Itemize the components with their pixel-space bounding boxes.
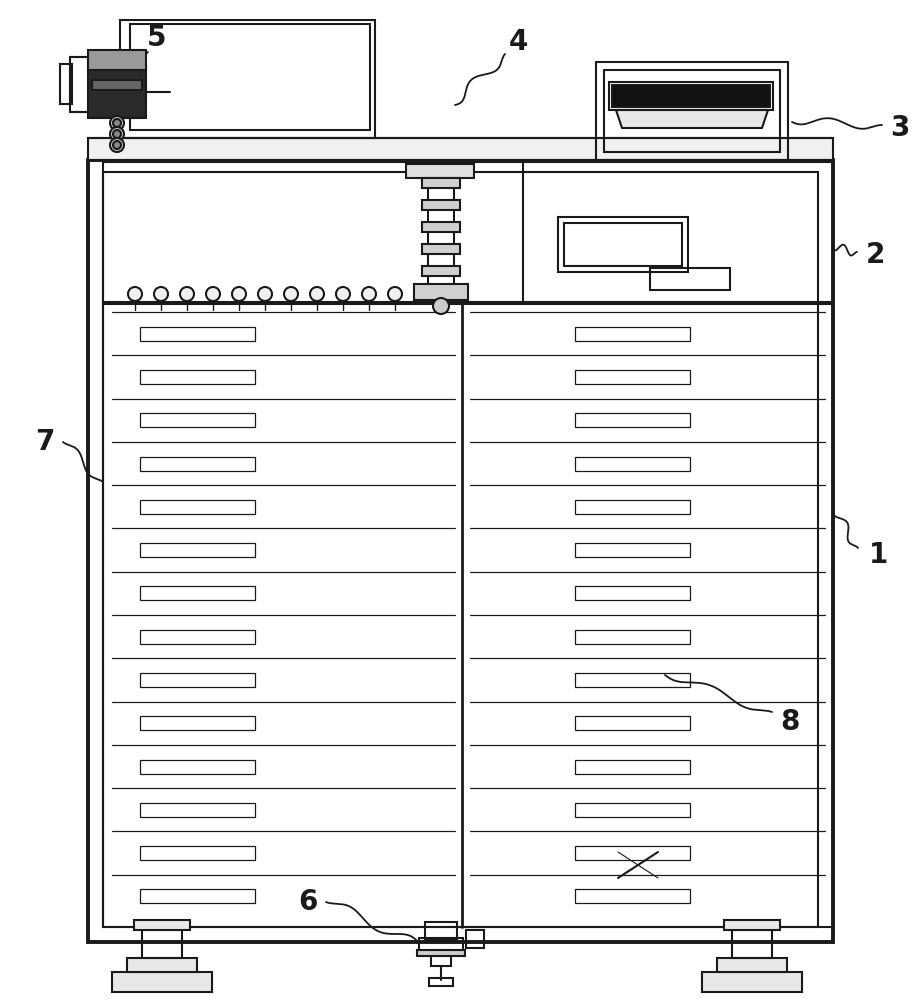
Circle shape — [232, 287, 246, 301]
Circle shape — [110, 127, 124, 141]
Bar — [575, 370, 690, 384]
Bar — [406, 164, 474, 178]
Bar — [422, 266, 460, 276]
Circle shape — [388, 287, 402, 301]
Bar — [575, 456, 690, 471]
Text: 3: 3 — [891, 114, 910, 142]
Bar — [612, 85, 770, 107]
Bar — [422, 244, 460, 254]
Bar — [564, 223, 682, 266]
Circle shape — [284, 287, 298, 301]
Text: 1: 1 — [869, 541, 888, 569]
Circle shape — [310, 287, 324, 301]
Bar — [575, 586, 690, 600]
Bar — [575, 803, 690, 817]
Bar — [140, 760, 255, 774]
Bar — [120, 20, 375, 138]
Text: 6: 6 — [298, 888, 318, 916]
Bar — [88, 160, 833, 942]
Text: 4: 4 — [509, 28, 528, 56]
Circle shape — [110, 138, 124, 152]
Bar — [596, 62, 788, 160]
Bar — [609, 82, 773, 110]
Circle shape — [113, 130, 121, 138]
Circle shape — [433, 298, 449, 314]
Bar — [127, 958, 197, 972]
Bar — [70, 57, 90, 112]
Text: 8: 8 — [780, 708, 799, 736]
Bar — [140, 543, 255, 557]
Bar — [428, 176, 454, 296]
Bar — [575, 716, 690, 730]
Bar — [112, 972, 212, 992]
Bar — [103, 162, 833, 302]
Bar — [419, 938, 463, 952]
Bar — [140, 456, 255, 471]
Circle shape — [113, 141, 121, 149]
Bar — [130, 24, 370, 130]
Bar — [140, 327, 255, 341]
Bar — [575, 889, 690, 903]
Bar — [732, 930, 772, 958]
Circle shape — [128, 287, 142, 301]
Circle shape — [154, 287, 168, 301]
Bar — [422, 200, 460, 210]
Bar — [422, 178, 460, 188]
Bar — [140, 630, 255, 644]
Bar — [140, 803, 255, 817]
Bar — [140, 586, 255, 600]
Bar — [88, 66, 146, 118]
Bar — [417, 950, 465, 956]
Circle shape — [180, 287, 194, 301]
Bar — [140, 716, 255, 730]
Circle shape — [362, 287, 376, 301]
Bar — [140, 413, 255, 427]
Bar — [717, 958, 787, 972]
Bar — [103, 172, 818, 927]
Bar — [134, 920, 190, 930]
Circle shape — [258, 287, 272, 301]
Bar — [103, 304, 833, 927]
Bar — [414, 284, 468, 300]
Text: 2: 2 — [866, 241, 884, 269]
Bar — [650, 268, 730, 290]
Bar — [425, 922, 457, 940]
Bar — [60, 64, 72, 104]
Text: 7: 7 — [35, 428, 54, 456]
Circle shape — [110, 116, 124, 130]
Bar — [604, 70, 780, 152]
Circle shape — [336, 287, 350, 301]
Circle shape — [206, 287, 220, 301]
Bar — [92, 80, 142, 90]
Bar — [702, 972, 802, 992]
Bar — [140, 889, 255, 903]
Bar — [575, 543, 690, 557]
Bar — [88, 50, 146, 70]
Polygon shape — [616, 110, 768, 128]
Text: 5: 5 — [148, 24, 167, 52]
Bar — [575, 846, 690, 860]
Bar — [575, 630, 690, 644]
Bar — [140, 846, 255, 860]
Bar — [575, 673, 690, 687]
Bar — [140, 500, 255, 514]
Bar — [575, 327, 690, 341]
Bar — [140, 673, 255, 687]
Bar — [575, 500, 690, 514]
Bar — [575, 413, 690, 427]
Bar — [431, 950, 451, 966]
Bar — [724, 920, 780, 930]
Bar — [575, 760, 690, 774]
Bar — [88, 138, 833, 160]
Bar — [422, 222, 460, 232]
Bar — [429, 978, 453, 986]
Bar — [140, 370, 255, 384]
Circle shape — [113, 119, 121, 127]
Bar — [558, 217, 688, 272]
Bar — [466, 930, 484, 948]
Bar — [142, 930, 182, 958]
